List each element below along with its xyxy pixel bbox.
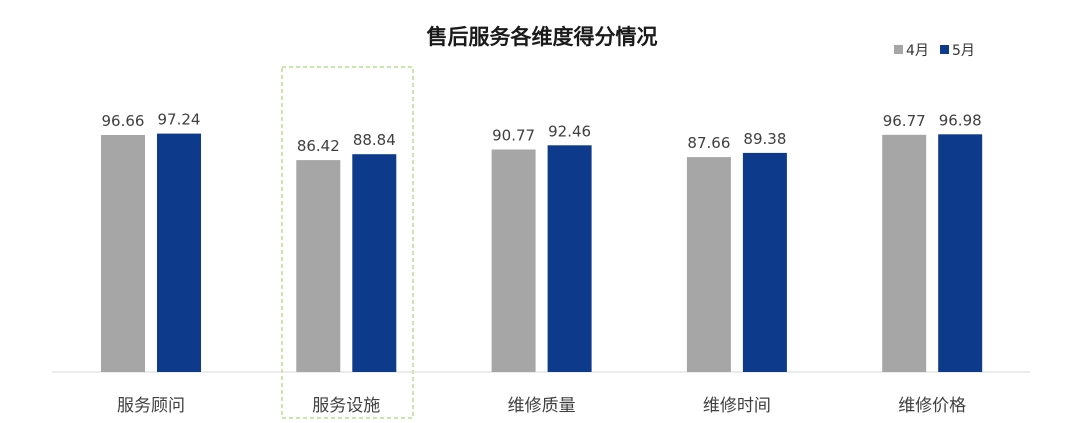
value-label-may-service-advisor: 97.24 [158,111,201,129]
value-label-may-repair-quality: 92.46 [548,122,591,140]
value-label-april-repair-price: 96.77 [883,112,926,130]
category-label-service-advisor: 服务顾问 [117,396,185,416]
bar-may-repair-quality [547,145,592,372]
bar-may-repair-time [742,152,787,372]
category-label-repair-time: 维修时间 [703,396,771,416]
legend-label-april: 4月 [906,43,929,59]
chart-title: 售后服务各维度得分情况 [427,25,658,49]
category-label-repair-price: 维修价格 [898,396,966,416]
bar-may-service-facilities [352,154,397,372]
value-label-may-service-facilities: 88.84 [353,131,396,149]
value-label-april-repair-quality: 90.77 [492,127,535,145]
bar-april-service-advisor [101,135,145,372]
legend-swatch-april [894,45,903,54]
bar-may-service-advisor [157,133,201,372]
legend: 4月 5月 [894,43,975,59]
legend-swatch-may [940,45,949,54]
bar-april-service-facilities [296,160,341,372]
legend-label-may: 5月 [952,43,975,59]
category-labels-group: 服务顾问 服务设施 维修质量 维修时间 维修价格 [117,396,966,416]
value-label-april-service-facilities: 86.42 [297,137,340,155]
value-label-april-repair-time: 87.66 [687,134,730,152]
bar-april-repair-quality [491,149,536,372]
value-label-may-repair-time: 89.38 [743,130,786,148]
highlight-box [281,66,414,419]
value-label-may-repair-price: 96.98 [939,111,982,129]
value-labels-group: 96.66 97.24 86.42 88.84 90.77 92.46 87.66 89.38… [102,111,982,156]
bar-may-repair-price [938,134,983,372]
category-label-service-facilities: 服务设施 [312,396,380,416]
bars-group [101,133,983,372]
category-label-repair-quality: 维修质量 [508,396,576,416]
bar-april-repair-price [882,134,927,372]
value-label-april-service-advisor: 96.66 [102,112,145,130]
bar-april-repair-time [686,157,731,372]
